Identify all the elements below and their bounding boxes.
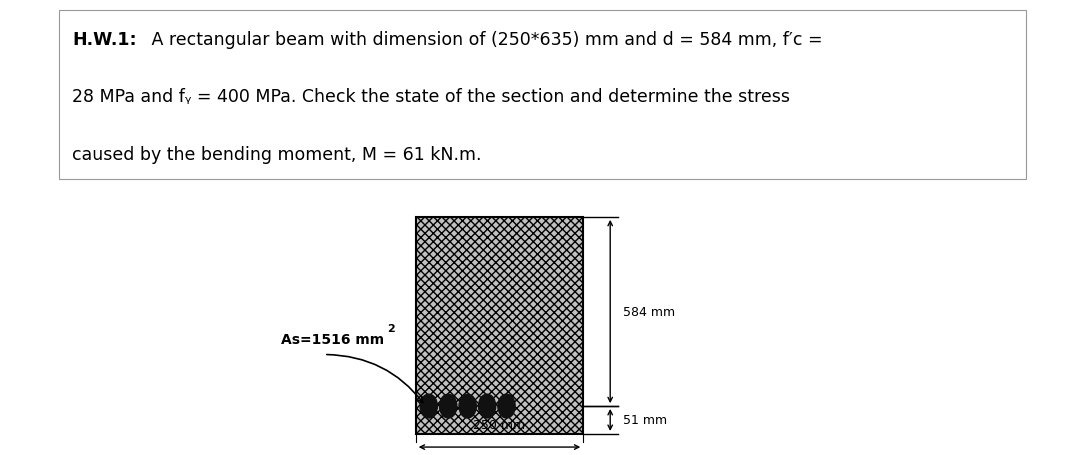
- Text: 2: 2: [387, 324, 394, 334]
- Ellipse shape: [498, 394, 515, 418]
- Text: A rectangular beam with dimension of (250*635) mm and d = 584 mm, f′ᴄ =: A rectangular beam with dimension of (25…: [146, 30, 823, 49]
- Ellipse shape: [440, 394, 457, 418]
- FancyBboxPatch shape: [59, 11, 1026, 180]
- Text: 28 MPa and fᵧ = 400 MPa. Check the state of the section and determine the stress: 28 MPa and fᵧ = 400 MPa. Check the state…: [72, 88, 791, 106]
- Text: H.W.1:: H.W.1:: [72, 30, 137, 49]
- Ellipse shape: [478, 394, 496, 418]
- Text: 51 mm: 51 mm: [623, 414, 667, 426]
- Ellipse shape: [420, 394, 437, 418]
- Ellipse shape: [459, 394, 476, 418]
- Text: As=1516 mm: As=1516 mm: [281, 332, 383, 346]
- Text: caused by the bending moment, M = 61 kN.m.: caused by the bending moment, M = 61 kN.…: [72, 145, 482, 163]
- Text: 250 mm: 250 mm: [473, 418, 526, 431]
- Text: 584 mm: 584 mm: [623, 305, 675, 318]
- Bar: [416, 217, 583, 434]
